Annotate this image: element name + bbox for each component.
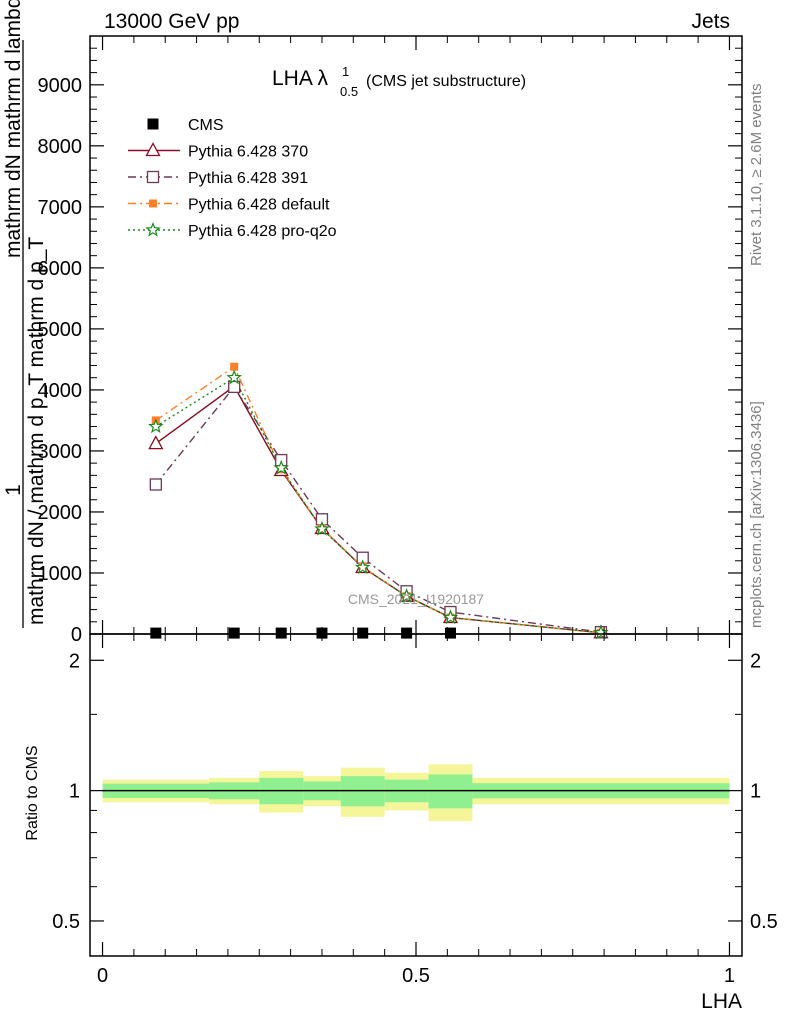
y-tick-label: 9000 [38,75,83,97]
data-point-series-0 [357,627,369,639]
plot-title: LHA λ 1 0.5 (CMS jet substructure) [272,64,526,99]
legend-label: CMS [188,117,224,134]
ratio-panel: 0 0.5 1 0.5 0.5 1 1 2 2 [52,36,778,987]
y-tick-label: 2000 [38,502,83,524]
x-axis-label: LHA [701,990,742,1013]
legend-label: Pythia 6.428 370 [188,144,308,161]
main-panel: 0 1000 2000 3000 4000 5000 6000 7000 8000 9000 [38,35,743,646]
legend-label: Pythia 6.428 pro-q2o [188,223,337,240]
data-point-series-4 [442,609,459,625]
series-line-4 [155,376,602,634]
header-left: 13000 GeV pp [104,10,239,33]
ratio-y-tick-label-right: 0.5 [750,911,778,933]
y-tick-label: 3000 [38,441,83,463]
legend-marker [145,142,161,157]
mcplots-label: mcplots.cern.ch [arXiv:1306.3436] [748,401,765,628]
title-sup: 1 [342,64,349,79]
data-point-series-4 [354,559,371,575]
x-tick-label: 0.5 [402,965,430,987]
ratio-y-tick-label: 1 [69,781,80,803]
data-point-series-2 [149,478,162,491]
ylabel-denominator: mathrm dN / mathrm d p_T mathrm d p_T [25,237,48,625]
legend: CMS Pythia 6.428 370 Pythia 6.428 391 Pythi… [128,117,337,240]
ratio-y-tick-label: 2 [69,650,80,672]
data-point-series-4 [273,459,289,475]
y-tick-label: 8000 [38,136,83,158]
data-point-series-3 [230,362,239,371]
x-tick-label: 1 [724,965,735,987]
data-point-series-2 [228,380,241,394]
data-point-series-0 [275,627,287,639]
data-point-series-0 [401,627,413,639]
data-point-series-4 [593,624,609,640]
y-tick-label: 7000 [38,197,83,219]
ylabel-one: 1 [2,484,25,496]
legend-marker [145,221,161,237]
data-point-series-4 [226,369,242,385]
header-right: Jets [691,10,730,33]
title-main: LHA λ [272,67,329,90]
data-point-series-4 [314,520,330,536]
legend-label: Pythia 6.428 391 [188,170,308,187]
legend-label: Pythia 6.428 default [188,197,330,214]
data-point-series-4 [147,418,164,434]
watermark: CMS_2021_I1920187 [348,591,484,607]
uncertainty-band-inner [428,774,473,809]
ratio-y-tick-label-right: 2 [750,650,761,672]
y-axis-label-main: 1 mathrm dN / mathrm d p_T mathrm d p_T … [2,0,48,628]
y-tick-label: 6000 [38,258,83,280]
rivet-label: Rivet 3.1.10, ≥ 2.6M events [748,84,765,267]
ratio-y-tick-label: 0.5 [52,911,80,933]
y-tick-label: 0 [71,624,82,646]
y-tick-label: 1000 [38,563,83,585]
y-axis-label-ratio: Ratio to CMS [24,745,41,840]
y-tick-label: 5000 [38,319,83,341]
legend-marker [146,170,160,184]
data-point-series-0 [228,627,240,639]
data-point-series-1 [148,435,164,450]
title-sub: 0.5 [340,84,358,99]
ylabel-numerator: mathrm dN mathrm d lambda [2,0,25,258]
legend-marker [149,199,157,208]
title-paren: (CMS jet substructure) [366,73,526,90]
data-point-series-0 [444,627,456,639]
data-point-series-0 [150,627,162,639]
ratio-y-tick-label-right: 1 [750,781,761,803]
y-tick-label: 4000 [38,380,83,402]
legend-marker [147,118,159,130]
data-point-series-4 [398,588,415,603]
x-tick-label: 0 [97,965,108,987]
series-line-2 [155,385,602,633]
